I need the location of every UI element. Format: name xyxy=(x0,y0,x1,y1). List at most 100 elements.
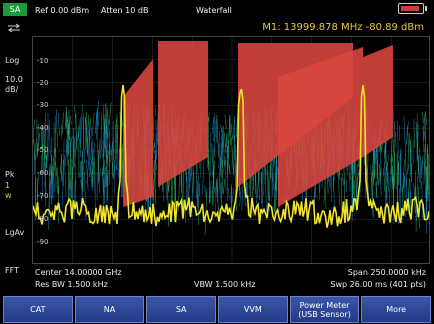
waterfall-streak xyxy=(350,163,353,180)
waterfall-streak xyxy=(225,132,228,153)
waterfall-streak xyxy=(98,168,101,182)
spectrum-trace xyxy=(33,84,429,228)
waterfall-streak xyxy=(408,132,412,165)
waterfall-streak xyxy=(233,135,235,175)
y-tick-label: -90 xyxy=(37,238,49,246)
waterfall-streak xyxy=(375,183,378,198)
waterfall-streak xyxy=(397,120,399,157)
waterfall-streak xyxy=(275,153,278,188)
waterfall-streak xyxy=(121,160,123,197)
softkey-sa[interactable]: SA xyxy=(146,296,217,323)
battery-icon xyxy=(398,3,424,14)
waterfall-streak xyxy=(227,115,231,159)
waterfall-streak xyxy=(84,171,86,219)
waterfall-streak xyxy=(63,154,67,197)
waterfall-streak xyxy=(218,129,221,149)
waterfall-streak xyxy=(273,181,276,211)
waterfall-streak xyxy=(116,124,119,170)
waterfall-streak xyxy=(37,133,41,152)
waterfall-streak xyxy=(87,136,90,171)
waterfall-streak xyxy=(50,154,52,176)
waterfall-streak xyxy=(111,161,114,179)
waterfall-streak xyxy=(267,164,270,201)
waterfall-streak xyxy=(69,136,73,148)
softkey-power-meter[interactable]: Power Meter (USB Sensor) xyxy=(289,296,360,323)
waterfall-streak xyxy=(36,143,39,158)
waterfall-streak xyxy=(70,163,72,199)
waterfall-streak xyxy=(67,119,69,136)
waterfall-streak xyxy=(55,109,59,149)
waterfall-streak xyxy=(88,129,90,165)
y-tick-label: -70 xyxy=(37,192,49,200)
waterfall-streak xyxy=(401,186,403,224)
waterfall-streak xyxy=(221,159,224,194)
waterfall-streak xyxy=(63,139,65,187)
waterfall-streak xyxy=(121,147,123,177)
waterfall-streak xyxy=(371,175,373,217)
spectrum-plot[interactable] xyxy=(32,36,430,264)
waterfall-streak xyxy=(222,178,226,195)
waterfall-streak xyxy=(406,164,410,175)
waterfall-streak xyxy=(421,180,423,219)
waterfall-streak xyxy=(393,140,396,189)
waterfall-band xyxy=(158,41,208,187)
waterfall-streak xyxy=(90,178,93,191)
waterfall-streak xyxy=(40,125,43,150)
waterfall-streak xyxy=(91,112,95,137)
waterfall-streak xyxy=(90,127,92,141)
swap-icon xyxy=(8,23,20,33)
waterfall-streak xyxy=(79,161,82,179)
waterfall-streak xyxy=(155,149,158,161)
softkey-vvm[interactable]: VVM xyxy=(218,296,288,323)
waterfall-streak xyxy=(166,180,170,227)
waterfall-streak xyxy=(356,172,359,189)
softkey-na[interactable]: NA xyxy=(74,296,145,323)
average-type-label: LgAv xyxy=(5,228,25,237)
waterfall-streak xyxy=(61,171,64,187)
waterfall-streak xyxy=(155,132,157,164)
waterfall-streak xyxy=(122,177,124,198)
waterfall-streak xyxy=(405,154,407,186)
waterfall-streak xyxy=(70,115,72,125)
y-tick-label: -20 xyxy=(37,79,49,87)
waterfall-streak xyxy=(423,117,425,141)
waterfall-streak xyxy=(80,103,83,144)
waterfall-streak xyxy=(341,173,344,185)
waterfall-streak xyxy=(383,168,386,192)
waterfall-streak xyxy=(230,123,233,140)
waterfall-streak xyxy=(204,185,207,198)
waterfall-streak xyxy=(95,112,97,134)
scale-unit-label: dB/ xyxy=(5,85,19,94)
waterfall-streak xyxy=(266,169,269,200)
waterfall-streak xyxy=(54,147,57,189)
waterfall-streak xyxy=(366,146,369,193)
waterfall-streak xyxy=(219,176,222,201)
waterfall-streak xyxy=(234,144,237,173)
waterfall-streak xyxy=(68,180,71,199)
waterfall-streak xyxy=(271,156,274,197)
mode-badge[interactable]: SA xyxy=(3,3,27,16)
waterfall-streak xyxy=(429,172,430,213)
waterfall-streak xyxy=(108,102,112,125)
center-frequency: Center 14.00000 GHz xyxy=(35,268,122,277)
waterfall-streak xyxy=(110,141,113,162)
waterfall-streak xyxy=(33,139,36,161)
waterfall-streak xyxy=(67,123,70,136)
waterfall-streak xyxy=(153,133,155,148)
waterfall-streak xyxy=(428,135,429,141)
waterfall-streak xyxy=(372,147,374,177)
softkey-more[interactable]: More xyxy=(361,296,432,323)
waterfall-streak xyxy=(97,112,100,127)
waterfall-streak xyxy=(80,179,83,193)
waterfall-streak xyxy=(41,155,44,197)
waterfall-streak xyxy=(229,114,232,146)
waterfall-streak xyxy=(52,163,56,193)
y-tick-label: -80 xyxy=(37,215,49,223)
waterfall-streak xyxy=(406,125,408,146)
waterfall-streak xyxy=(343,177,345,209)
waterfall-streak xyxy=(407,132,410,173)
waterfall-streak xyxy=(60,154,63,182)
y-tick-label: -10 xyxy=(37,57,49,65)
softkey-cat[interactable]: CAT xyxy=(3,296,73,323)
waterfall-streak xyxy=(275,167,278,212)
